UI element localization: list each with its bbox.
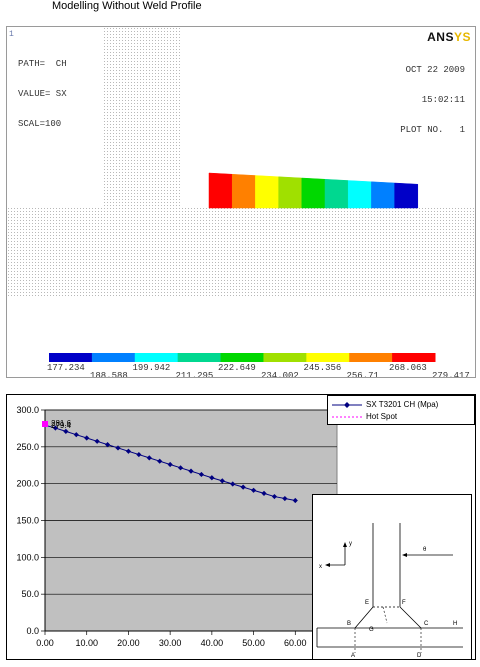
- legend-swatch: [134, 353, 179, 362]
- legend-swatch: [177, 353, 222, 362]
- legend-tick-label: 245.356: [303, 363, 342, 373]
- x-tick-label: 30.00: [159, 638, 182, 648]
- x-tick-label: 20.00: [117, 638, 140, 648]
- scale-label: SCAL=100: [18, 119, 62, 129]
- y-tick-label: 150.0: [16, 516, 39, 526]
- hot-spot-annotation: 279.4: [51, 421, 72, 430]
- data-point: [84, 435, 90, 441]
- legend-swatch: [263, 353, 307, 362]
- logo-accent-text: YS: [453, 30, 471, 44]
- legend-tick-label: 177.234: [47, 363, 85, 373]
- hot-spot-annotation: 281.6: [51, 419, 72, 428]
- x-tick-label: 10.00: [75, 638, 98, 648]
- window-number: 1: [9, 30, 14, 39]
- diagram-point-d: D: [417, 653, 422, 659]
- legend-swatch: [49, 353, 93, 362]
- contour-segment: [231, 173, 256, 209]
- x-tick-label: 40.00: [201, 638, 224, 648]
- legend-series-label: SX T3201 CH (Mpa): [366, 400, 439, 409]
- legend-swatch: [392, 353, 436, 362]
- plot-time: 15:02:11: [421, 95, 465, 105]
- data-point: [52, 425, 59, 431]
- stress-line-chart: 0.0 50.0 100.0 150.0 200.0 250.0 300.0 0.00 10.0…: [6, 394, 476, 660]
- contour-segment: [347, 180, 372, 209]
- contour-segment: [301, 177, 326, 209]
- contour-segment: [208, 172, 233, 209]
- legend-tick-label: 268.063: [389, 363, 427, 373]
- y-tick-label: 200.0: [16, 479, 39, 489]
- legend-series-marker: [332, 402, 362, 408]
- page-title: Modelling Without Weld Profile: [52, 0, 202, 12]
- x-tick-label: 50.00: [242, 638, 265, 648]
- weld-diagram-drawing: y x θ E F B C G H A D: [316, 523, 463, 659]
- legend-tick-label: 256.71: [346, 371, 379, 378]
- legend-hotspot-label: Hot Spot: [366, 412, 398, 421]
- diagram-point-b: B: [347, 621, 351, 627]
- diagram-point-h: H: [453, 621, 457, 627]
- legend-swatch: [91, 353, 136, 362]
- y-tick-label: 300.0: [16, 405, 39, 415]
- legend-tick-label: 279.417: [432, 371, 470, 378]
- contour-segment: [278, 176, 303, 209]
- plot-info-left: PATH= CH VALUE= SX SCAL=100: [18, 39, 67, 149]
- contour-segment: [394, 182, 419, 209]
- plot-number: PLOT NO. 1: [400, 125, 465, 135]
- x-tick-label: 0.00: [36, 638, 54, 648]
- y-tick-label: 0.0: [26, 626, 39, 636]
- data-point: [282, 495, 288, 502]
- legend-tick-label: 211.295: [175, 371, 214, 378]
- diagram-theta-label: θ: [423, 547, 427, 553]
- logo-main-text: ANS: [427, 30, 454, 44]
- plot-info-right: OCT 22 2009 15:02:11 PLOT NO. 1: [400, 45, 465, 155]
- x-tick-label: 60.00: [284, 638, 307, 648]
- weld-geometry-diagram: y x θ E F B C G H A D: [312, 494, 472, 659]
- legend-swatch: [349, 353, 393, 362]
- diagram-point-e: E: [365, 600, 369, 606]
- mesh-background: [7, 27, 475, 362]
- contour-segment: [255, 175, 279, 209]
- y-tick-label: 50.0: [21, 589, 39, 599]
- y-tick-label: 250.0: [16, 442, 39, 452]
- contour-legend-bar: [49, 353, 436, 362]
- hot-spot-marker: [42, 420, 48, 427]
- y-tick-label: 100.0: [16, 552, 39, 562]
- contour-segment: [371, 181, 395, 209]
- stress-contour-bars: [208, 172, 419, 209]
- ansys-plot: 1 PATH= CH VALUE= SX SCAL=100 ANSYS OCT …: [6, 26, 476, 378]
- diagram-x-label: x: [319, 564, 322, 570]
- diagram-y-label: y: [349, 541, 352, 547]
- diagram-point-a: A: [351, 653, 355, 659]
- path-label: PATH= CH: [18, 59, 67, 69]
- legend-tick-label: 222.649: [218, 363, 256, 373]
- legend-swatch: [220, 353, 264, 362]
- legend-tick-label: 188.588: [90, 371, 128, 378]
- contour-segment: [324, 178, 349, 209]
- diagram-point-f: F: [402, 600, 406, 606]
- diagram-point-c: C: [424, 621, 429, 627]
- diagram-point-g: G: [369, 627, 374, 633]
- legend-hotspot-marker: [332, 416, 362, 418]
- legend-tick-label: 199.942: [132, 363, 171, 373]
- legend-tick-label: 234.002: [261, 371, 299, 378]
- chart-canvas: 0.0 50.0 100.0 150.0 200.0 250.0 300.0 0.00 10.0…: [16, 405, 338, 648]
- plot-date: OCT 22 2009: [405, 65, 465, 75]
- chart-legend: SX T3201 CH (Mpa) Hot Spot: [327, 395, 475, 425]
- ansys-logo: ANSYS: [427, 30, 471, 44]
- legend-swatch: [306, 353, 350, 362]
- value-label: VALUE= SX: [18, 89, 67, 99]
